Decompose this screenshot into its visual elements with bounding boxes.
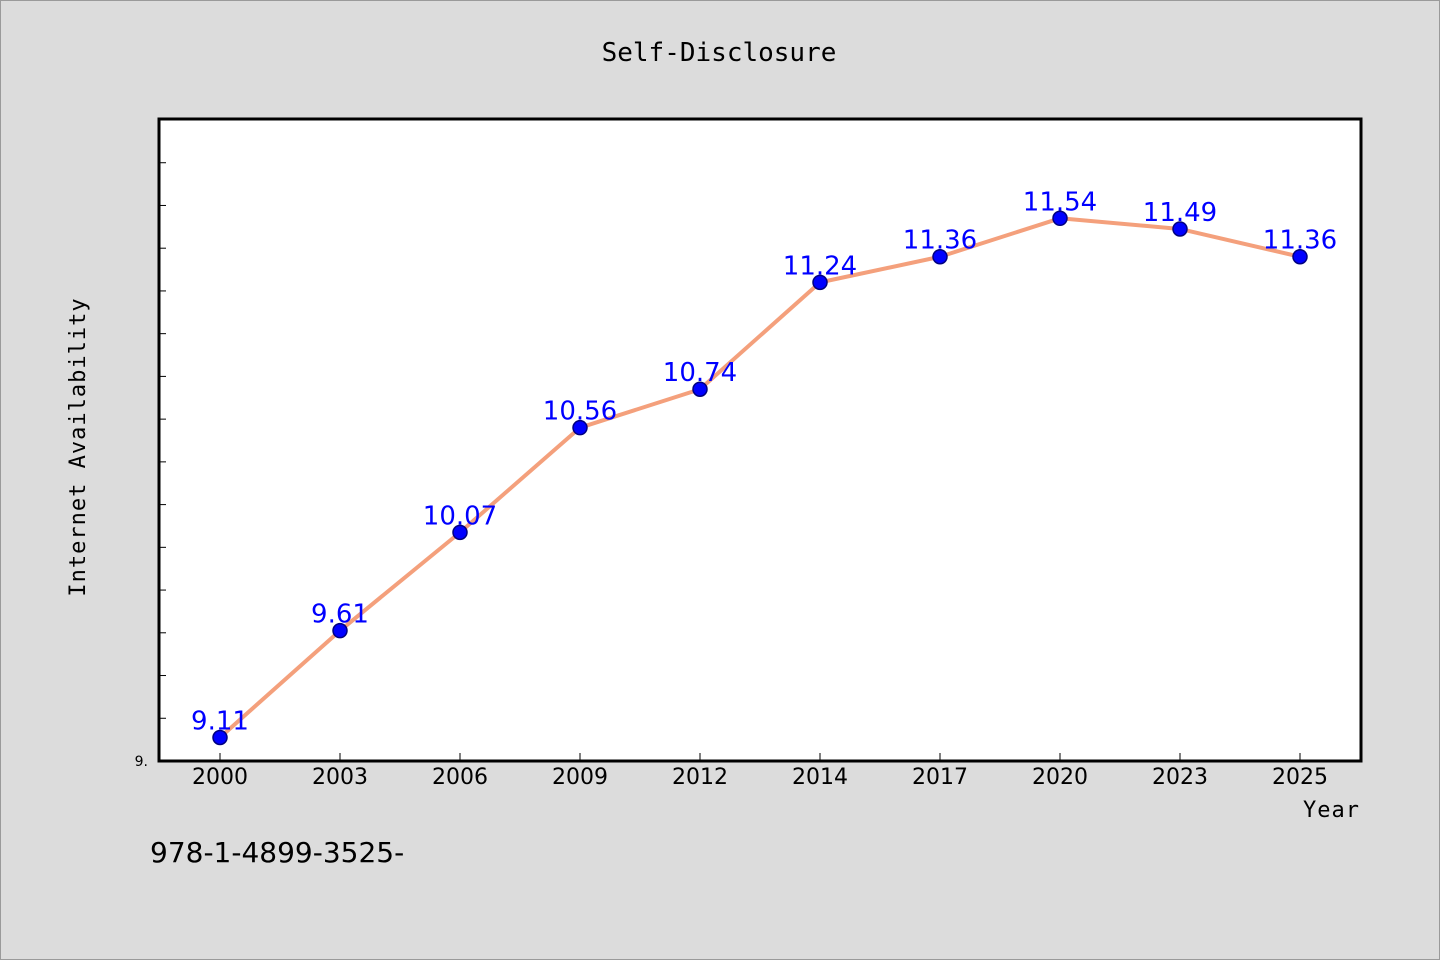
data-label: 11.36 (1263, 226, 1337, 256)
data-point (452, 524, 468, 541)
y-tick-label: 9. (135, 754, 148, 770)
data-label: 10.07 (423, 501, 497, 531)
data-point (212, 729, 228, 746)
x-tick-label: 2000 (192, 765, 248, 790)
data-point (572, 419, 588, 436)
series-line (218, 216, 1301, 739)
data-point (1052, 210, 1068, 227)
data-point (332, 622, 348, 639)
data-point (932, 248, 948, 265)
data-point (812, 274, 828, 291)
data-label: 10.74 (663, 358, 737, 388)
x-axis-ticks (219, 753, 1301, 761)
data-label: 11.54 (1023, 187, 1097, 217)
y-axis-ticks (159, 162, 166, 719)
x-tick-label: 2014 (792, 765, 848, 790)
data-point (692, 381, 708, 397)
x-tick-label: 2020 (1032, 765, 1088, 790)
data-label: 11.24 (783, 251, 857, 281)
data-point (1172, 221, 1188, 237)
x-tick-label: 2006 (432, 765, 488, 790)
x-axis-label: Year (1303, 798, 1360, 823)
data-point (1292, 248, 1308, 265)
x-axis-tick-labels: 2000 2003 2006 2009 2012 2014 2017 2020 2023 2025 (192, 765, 1328, 790)
x-tick-label: 2025 (1272, 765, 1328, 790)
data-label: 11.36 (903, 226, 977, 256)
data-label: 9.11 (191, 706, 249, 736)
data-label: 10.56 (543, 397, 617, 427)
x-tick-label: 2012 (672, 765, 728, 790)
data-label: 9.61 (311, 600, 369, 630)
x-tick-label: 2003 (312, 765, 368, 790)
series-line-group: 9.11 9.61 10.07 10.56 10.74 11.24 11.36 11.54 11… (191, 187, 1337, 746)
chart-title: Self-Disclosure (602, 38, 837, 68)
x-tick-label: 2023 (1152, 765, 1208, 790)
x-tick-label: 2009 (552, 765, 608, 790)
data-label: 11.49 (1143, 198, 1217, 228)
x-tick-label: 2017 (912, 765, 968, 790)
y-axis-label: Internet Availability (66, 297, 91, 596)
footer-text: 978-1-4899-3525- (150, 836, 404, 869)
